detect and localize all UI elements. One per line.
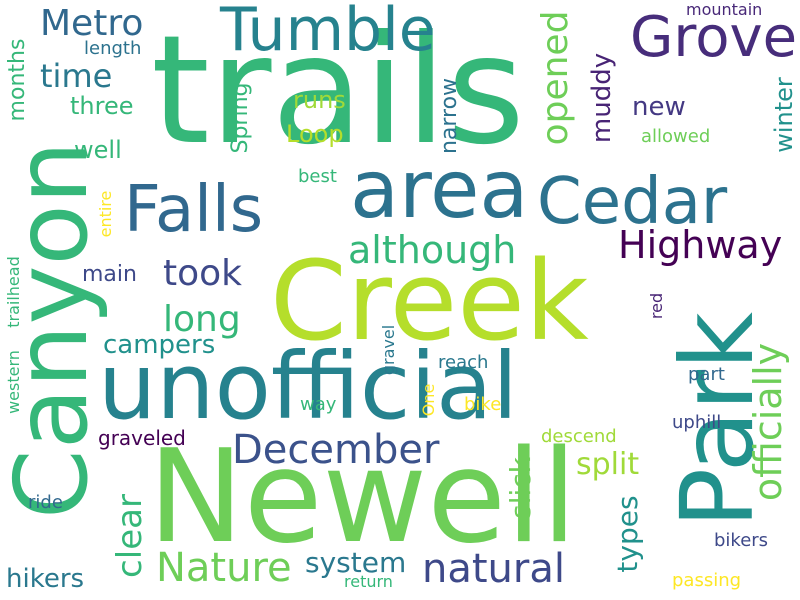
word-mountain: mountain [686,0,763,19]
word-best: best [298,166,337,187]
word-way: way [300,394,337,415]
word-reach: reach [438,352,489,373]
word-allowed: allowed [641,126,711,147]
word-new: new [632,92,686,122]
word-red: red [647,292,666,320]
word-area: area [350,143,529,236]
word-long: long [163,299,241,340]
word-canyon: Canyon [0,140,110,520]
word-unofficial: unofficial [98,333,518,440]
word-trailhead: trailhead [4,256,23,328]
word-grove: Grove [630,5,798,70]
word-passing: passing [672,570,742,591]
word-loop: Loop [286,120,344,148]
word-runs: runs [293,86,346,114]
word-main: main [82,262,137,287]
word-bikers: bikers [714,530,769,551]
word-december: December [232,427,440,473]
word-cedar: Cedar [537,165,728,239]
word-time: time [40,57,113,95]
word-metro: Metro [40,3,144,44]
word-although: although [348,228,517,272]
word-three: three [70,92,134,120]
word-falls: Falls [124,173,264,247]
word-bike: bike [464,394,502,415]
word-natural: natural [422,546,565,592]
word-entire: entire [96,190,115,238]
word-muddy: muddy [587,52,617,144]
word-winter: winter [770,77,798,153]
word-clear: clear [110,494,150,578]
word-officially: officially [746,342,790,502]
word-hikers: hikers [6,564,85,594]
word-narrow: narrow [437,77,462,155]
word-highway: Highway [618,223,783,267]
word-newell: Newell [148,423,578,572]
word-western: western [4,350,23,414]
word-return: return [344,572,393,591]
word-system: system [305,546,407,579]
word-graveled: graveled [98,426,186,450]
word-length: length [84,38,142,59]
word-part: part [688,364,725,385]
word-months: months [5,38,30,122]
word-opened: opened [535,10,576,146]
word-spring: Spring [228,82,253,154]
word-took: took [163,253,243,294]
word-one: One [419,383,438,417]
word-types: types [611,495,644,573]
word-uphill: uphill [672,412,722,433]
word-nature: Nature [156,545,292,591]
word-gravel: gravel [379,324,398,376]
word-tumble: Tumble [220,0,436,65]
word-slick: slick [504,457,537,519]
word-split: split [576,447,640,482]
word-descend: descend [541,426,617,447]
word-well: well [74,136,122,164]
word-trails: trails [151,4,525,178]
word-ride: ride [28,492,63,513]
word-campers: campers [103,330,216,360]
word-creek: Creek [270,237,589,365]
